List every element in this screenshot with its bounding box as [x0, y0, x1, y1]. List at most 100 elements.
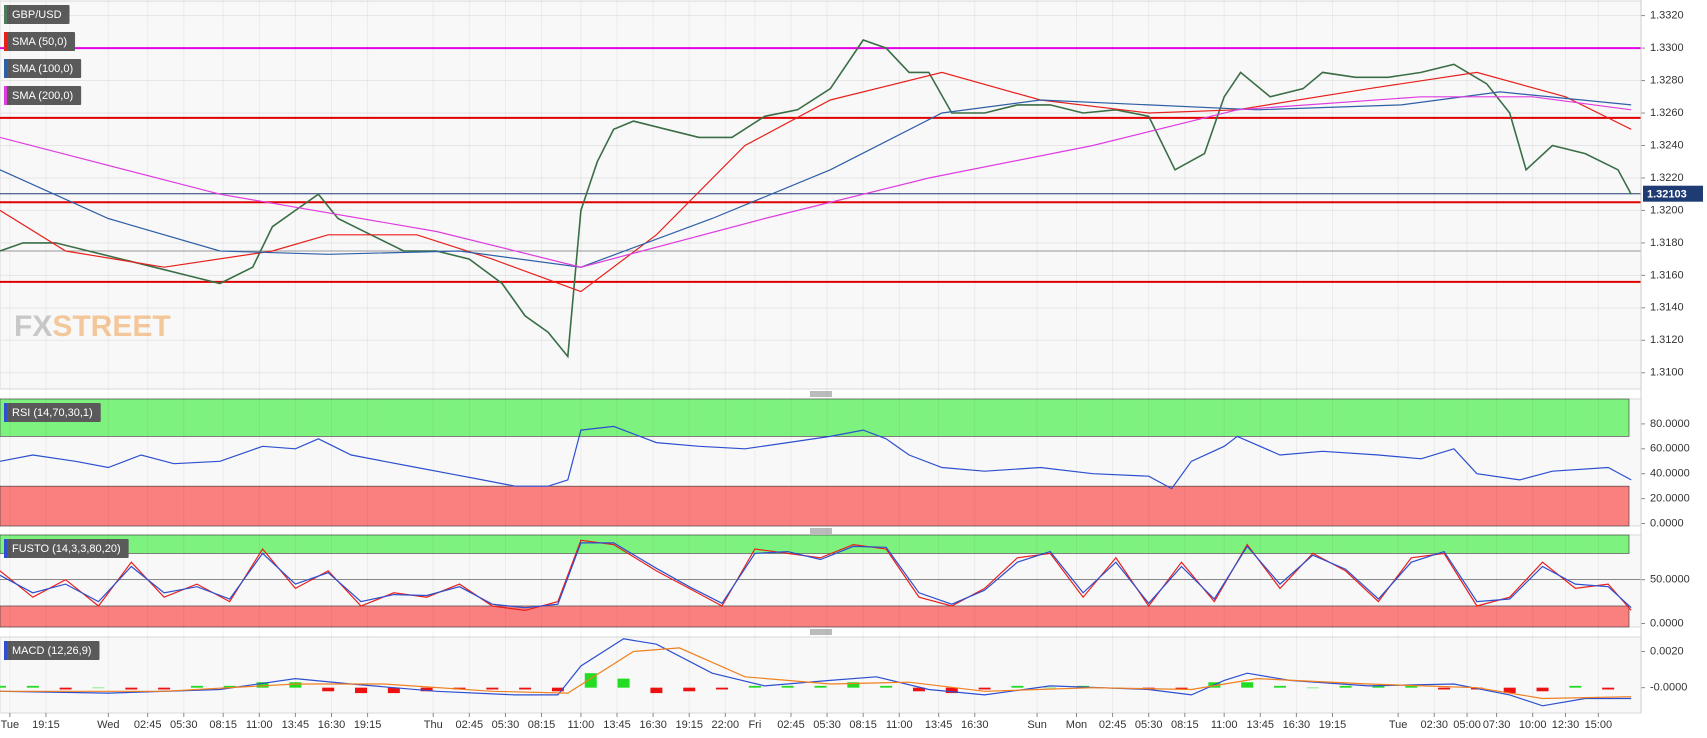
histogram-bar: [158, 687, 171, 690]
x-tick-label: Tue: [1389, 719, 1408, 731]
panel-title-text: FUSTO (14,3,3,80,20): [12, 543, 121, 555]
y-tick-label: 1.3300: [1650, 42, 1684, 54]
series-line: [0, 647, 1632, 700]
histogram-bar: [945, 687, 958, 694]
legend-entry: SMA (100,0): [4, 59, 82, 78]
y-tick-label: 1.3200: [1650, 204, 1684, 216]
histogram-bar: [59, 687, 72, 690]
y-tick-label: 80.0000: [1650, 418, 1690, 430]
panel-title-text: MACD (12,26,9): [12, 645, 91, 657]
histogram-bar: [1438, 687, 1451, 690]
panel-bg: [0, 636, 1642, 714]
y-tick-label: 1.3320: [1650, 10, 1684, 22]
panel-title-bg: [4, 5, 70, 24]
x-tick-label: 07:30: [1483, 719, 1511, 731]
y-tick-label: 1.3160: [1650, 269, 1684, 281]
histogram-bar: [1273, 685, 1286, 688]
legend-entry: SMA (200,0): [4, 86, 82, 105]
y-tick-label: 1.3240: [1650, 139, 1684, 151]
panel-title-stripe: [4, 539, 7, 558]
panel-title: FUSTO (14,3,3,80,20): [4, 539, 129, 558]
y-tick-label: 0.0000: [1650, 517, 1684, 529]
histogram-bar: [1175, 687, 1188, 690]
y-tick-label: 1.3220: [1650, 172, 1684, 184]
y-tick-label: 20.0000: [1650, 493, 1690, 505]
x-tick-label: 05:30: [170, 719, 198, 731]
series-line: [0, 539, 1632, 612]
histogram-bar: [125, 687, 138, 690]
panel-title-bg: [4, 403, 101, 422]
panel-title-bg: [4, 539, 129, 558]
x-tick-label: 13:45: [1247, 719, 1275, 731]
histogram-bar: [486, 687, 499, 690]
panel-title-text: GBP/USD: [12, 9, 62, 21]
panel-title-stripe: [4, 641, 7, 660]
histogram-bar: [190, 685, 203, 688]
panel-title: RSI (14,70,30,1): [4, 403, 101, 422]
histogram-bar: [26, 685, 39, 688]
histogram-bar: [1372, 685, 1385, 688]
y-tick-label: 50.0000: [1650, 574, 1690, 586]
histogram-bar: [1405, 685, 1418, 688]
histogram-bar: [1503, 687, 1516, 694]
histogram-bar: [1044, 687, 1057, 689]
x-tick-label: 11:00: [886, 719, 913, 731]
legend-entry-stripe: [4, 32, 7, 51]
histogram-bar: [322, 687, 335, 692]
histogram-bar: [519, 687, 532, 690]
series-line: [0, 71, 1632, 293]
histogram-bar: [289, 682, 302, 688]
x-tick-label: 16:30: [961, 719, 989, 731]
series-line: [0, 91, 1632, 268]
y-tick-label: 0.0020: [1650, 645, 1684, 657]
histogram-bar: [1339, 685, 1352, 688]
x-tick-label: 13:45: [603, 719, 631, 731]
overbought-zone: [0, 398, 1630, 437]
legend-entry-bg: [4, 59, 82, 78]
oversold-zone: [0, 485, 1630, 527]
legend-entry-text: SMA (200,0): [12, 90, 73, 102]
x-tick-label: 13:45: [282, 719, 310, 731]
oversold-zone: [0, 605, 1630, 628]
histogram-bar: [617, 678, 630, 688]
panel-title: MACD (12,26,9): [4, 641, 100, 660]
x-tick-label: 02:30: [1420, 719, 1448, 731]
y-tick-label: 1.3280: [1650, 74, 1684, 86]
x-tick-label: 02:45: [134, 719, 162, 731]
y-tick-label: 40.0000: [1650, 468, 1690, 480]
x-tick-label: 08:15: [209, 719, 237, 731]
x-tick-label: 15:00: [1585, 719, 1613, 731]
x-tick-label: Fri: [748, 719, 761, 731]
x-tick-label: 02:45: [777, 719, 805, 731]
overbought-zone: [0, 534, 1630, 554]
x-tick-label: 08:15: [849, 719, 877, 731]
y-tick-label: 1.3260: [1650, 107, 1684, 119]
y-tick-label: 1.3100: [1650, 367, 1684, 379]
histogram-bar: [1602, 687, 1615, 690]
panel-title-bg: [4, 641, 100, 660]
x-tick-label: Mon: [1066, 719, 1087, 731]
histogram-bar: [781, 685, 794, 688]
histogram-bar: [978, 687, 991, 690]
series-line: [0, 39, 1632, 359]
histogram-bar: [1536, 687, 1549, 692]
y-tick-label: 0.0000: [1650, 617, 1684, 629]
brand-street: STREET: [52, 310, 170, 343]
histogram-bar: [814, 685, 827, 688]
x-tick-label: 22:00: [712, 719, 740, 731]
legend-entry-bg: [4, 32, 76, 51]
brand-fx: FX: [14, 310, 52, 343]
series-line: [0, 425, 1632, 490]
histogram-bar: [551, 687, 564, 692]
y-tick-label: 1.3140: [1650, 302, 1684, 314]
panel-title-stripe: [4, 5, 7, 24]
histogram-bar: [387, 687, 400, 694]
x-tick-label: Sun: [1027, 719, 1047, 731]
histogram-bar: [355, 687, 368, 694]
histogram-bar: [1306, 687, 1319, 689]
x-tick-label: 02:45: [1099, 719, 1127, 731]
x-tick-label: 05:30: [1135, 719, 1163, 731]
last-price-label: 1.32103: [1647, 189, 1687, 201]
x-tick-label: 19:15: [675, 719, 703, 731]
x-tick-label: Tue: [1, 719, 20, 731]
